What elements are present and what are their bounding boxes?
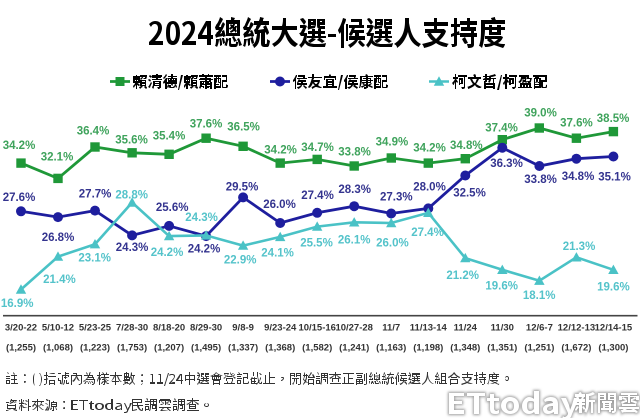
svg-text:19.6%: 19.6% (597, 281, 630, 293)
svg-text:36.5%: 36.5% (227, 122, 260, 134)
svg-text:33.8%: 33.8% (524, 174, 557, 186)
svg-text:(1,223): (1,223) (80, 343, 110, 354)
svg-text:(1,198): (1,198) (413, 343, 443, 354)
svg-text:24.3%: 24.3% (185, 212, 218, 224)
svg-text:5/10-12: 5/10-12 (42, 323, 74, 334)
svg-text:32.5%: 32.5% (453, 187, 486, 199)
svg-text:(1,337): (1,337) (228, 343, 258, 354)
svg-text:8/18-20: 8/18-20 (153, 323, 185, 334)
svg-text:28.8%: 28.8% (115, 190, 148, 202)
svg-text:35.4%: 35.4% (153, 131, 186, 143)
svg-text:38.5%: 38.5% (597, 113, 630, 125)
svg-text:37.6%: 37.6% (560, 118, 593, 130)
svg-text:(1,351): (1,351) (487, 343, 517, 354)
svg-text:21.3%: 21.3% (563, 241, 596, 253)
svg-text:12/6-7: 12/6-7 (526, 323, 553, 334)
svg-text:27.3%: 27.3% (380, 192, 413, 204)
svg-text:34.2%: 34.2% (413, 143, 446, 155)
svg-text:22.9%: 22.9% (224, 255, 257, 267)
svg-text:24.1%: 24.1% (261, 247, 294, 259)
svg-text:12/14-15: 12/14-15 (595, 323, 633, 334)
svg-text:34.8%: 34.8% (562, 171, 595, 183)
svg-text:37.4%: 37.4% (485, 123, 518, 135)
svg-text:21.2%: 21.2% (446, 270, 479, 282)
svg-text:37.6%: 37.6% (190, 119, 223, 131)
svg-text:18.1%: 18.1% (523, 290, 556, 302)
svg-text:27.7%: 27.7% (79, 189, 112, 201)
svg-text:28.0%: 28.0% (413, 182, 446, 194)
svg-text:26.0%: 26.0% (376, 238, 409, 250)
svg-text:35.6%: 35.6% (115, 135, 148, 147)
svg-text:29.5%: 29.5% (226, 182, 259, 194)
svg-text:26.0%: 26.0% (263, 199, 296, 211)
svg-text:11/30: 11/30 (491, 323, 514, 334)
svg-text:10/15-16: 10/15-16 (298, 323, 336, 334)
svg-text:8/29-30: 8/29-30 (190, 323, 222, 334)
svg-text:7/28-30: 7/28-30 (116, 323, 148, 334)
svg-text:(1,582): (1,582) (302, 343, 332, 354)
svg-text:(1,753): (1,753) (117, 343, 147, 354)
svg-text:12/12-13: 12/12-13 (558, 323, 596, 334)
svg-text:3/20-22: 3/20-22 (5, 323, 37, 334)
svg-text:21.4%: 21.4% (43, 274, 76, 286)
svg-text:11/24: 11/24 (454, 323, 478, 334)
svg-text:(1,207): (1,207) (154, 343, 184, 354)
svg-text:23.1%: 23.1% (78, 253, 111, 265)
svg-text:5/23-25: 5/23-25 (79, 323, 112, 334)
svg-text:16.9%: 16.9% (1, 298, 34, 310)
svg-text:9/8-9: 9/8-9 (232, 323, 254, 334)
svg-text:36.3%: 36.3% (490, 158, 523, 170)
svg-text:(1,251): (1,251) (524, 343, 554, 354)
svg-text:35.1%: 35.1% (598, 172, 631, 184)
svg-text:27.4%: 27.4% (301, 190, 334, 202)
svg-text:27.6%: 27.6% (3, 192, 36, 204)
svg-text:27.4%: 27.4% (411, 227, 444, 239)
svg-text:9/23-24: 9/23-24 (264, 323, 297, 334)
svg-text:34.8%: 34.8% (450, 140, 483, 152)
svg-text:11/13-14: 11/13-14 (410, 323, 448, 334)
svg-text:24.3%: 24.3% (116, 242, 149, 254)
svg-text:(1,368): (1,368) (265, 343, 295, 354)
svg-text:34.2%: 34.2% (3, 140, 36, 152)
svg-text:28.3%: 28.3% (338, 184, 371, 196)
svg-text:(1,348): (1,348) (450, 343, 480, 354)
svg-text:25.6%: 25.6% (156, 202, 189, 214)
svg-text:34.7%: 34.7% (301, 142, 334, 154)
svg-text:24.2%: 24.2% (151, 247, 184, 259)
svg-text:(1,300): (1,300) (598, 343, 628, 354)
svg-text:39.0%: 39.0% (524, 107, 557, 119)
svg-text:(1,241): (1,241) (339, 343, 369, 354)
svg-text:26.1%: 26.1% (338, 235, 371, 247)
svg-text:26.8%: 26.8% (42, 232, 75, 244)
svg-text:11/7: 11/7 (382, 323, 400, 334)
svg-text:(1,255): (1,255) (6, 343, 36, 354)
svg-text:32.1%: 32.1% (41, 152, 74, 164)
svg-text:19.6%: 19.6% (485, 280, 518, 292)
svg-text:10/27-28: 10/27-28 (335, 323, 373, 334)
svg-text:(1,495): (1,495) (191, 343, 221, 354)
svg-text:24.2%: 24.2% (188, 244, 221, 256)
svg-text:36.4%: 36.4% (77, 126, 110, 138)
svg-text:(1,163): (1,163) (376, 343, 406, 354)
svg-text:34.9%: 34.9% (376, 137, 409, 149)
svg-text:25.5%: 25.5% (300, 238, 333, 250)
svg-text:33.8%: 33.8% (338, 147, 371, 159)
svg-text:34.2%: 34.2% (264, 145, 297, 157)
svg-text:(1,672): (1,672) (561, 343, 591, 354)
svg-text:(1,068): (1,068) (43, 343, 73, 354)
